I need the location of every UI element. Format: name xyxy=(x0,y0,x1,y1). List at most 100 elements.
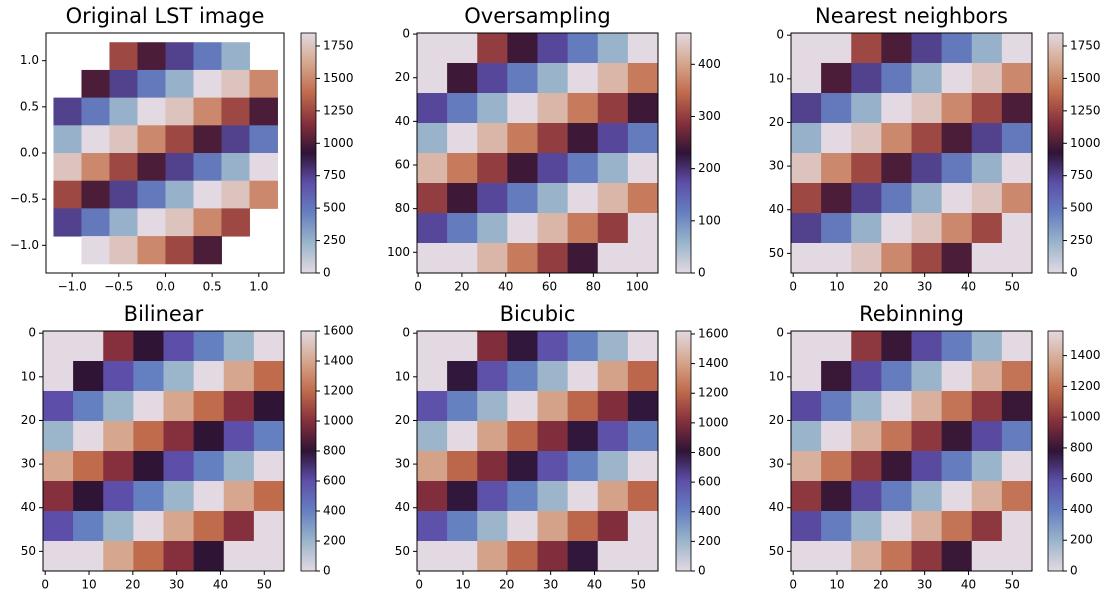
pixel xyxy=(537,213,569,244)
pixel xyxy=(109,180,138,209)
pixel xyxy=(911,63,943,94)
pixel xyxy=(597,33,629,64)
pixel xyxy=(851,361,882,392)
pixel xyxy=(627,541,659,572)
pixel xyxy=(627,153,659,184)
pixel xyxy=(477,183,508,214)
pixel xyxy=(971,153,1003,184)
pixel xyxy=(223,511,255,542)
pixel xyxy=(537,33,569,64)
pixel xyxy=(851,481,882,512)
x-tick-label: 10 xyxy=(829,280,844,294)
pixel xyxy=(1001,63,1033,94)
colorbar-tick-label: 800 xyxy=(1070,440,1093,454)
pixel xyxy=(851,213,882,244)
pixel xyxy=(597,123,629,154)
pixel xyxy=(1001,361,1033,392)
pixel xyxy=(821,541,852,572)
pixel xyxy=(447,481,478,512)
pixel xyxy=(133,391,164,422)
pixel xyxy=(43,481,74,512)
pixel xyxy=(417,541,448,572)
colorbar-tick-label: 600 xyxy=(323,474,346,488)
pixel xyxy=(507,213,538,244)
y-tick-label: 0.5 xyxy=(20,99,39,113)
x-tick-label: 0 xyxy=(414,280,422,294)
x-tick-label: 50 xyxy=(1005,280,1020,294)
pixel xyxy=(881,33,912,64)
y-tick-label: 20 xyxy=(395,70,410,84)
pixel xyxy=(537,183,569,214)
colorbar-tick-label: 1600 xyxy=(698,326,729,340)
y-tick-label: 20 xyxy=(21,413,36,427)
pixel xyxy=(881,63,912,94)
pixel xyxy=(1001,123,1033,154)
pixel xyxy=(627,451,659,482)
y-tick-label: 40 xyxy=(769,500,784,514)
pixel xyxy=(597,183,629,214)
pixel xyxy=(1001,153,1033,184)
pixel xyxy=(971,451,1003,482)
pixel xyxy=(791,183,822,214)
y-tick-label: 100 xyxy=(387,245,410,259)
pixel xyxy=(193,541,225,572)
colorbar-tick-label: 500 xyxy=(1070,201,1093,215)
pixel xyxy=(447,511,478,542)
pixel xyxy=(477,93,508,124)
colorbar-tick-label: 600 xyxy=(1070,471,1093,485)
x-tick-label: 40 xyxy=(961,578,976,592)
x-tick-label: −1.0 xyxy=(58,280,87,294)
pixel xyxy=(163,451,195,482)
x-tick-label: 10 xyxy=(829,578,844,592)
y-tick-label: 10 xyxy=(769,71,784,85)
pixel xyxy=(941,33,973,64)
pixel xyxy=(507,481,538,512)
pixel xyxy=(597,391,629,422)
pixel xyxy=(911,541,943,572)
pixel xyxy=(627,331,659,362)
pixel xyxy=(821,33,852,64)
pixel xyxy=(249,97,278,126)
pixel xyxy=(163,331,195,362)
y-tick-label: 50 xyxy=(769,544,784,558)
pixel xyxy=(821,243,852,274)
x-tick-label: −0.5 xyxy=(104,280,133,294)
pixel xyxy=(133,541,164,572)
pixel xyxy=(941,153,973,184)
x-tick-label: 0 xyxy=(789,578,797,592)
colorbar-tick-label: 1750 xyxy=(1070,38,1101,52)
pixel xyxy=(911,451,943,482)
pixel xyxy=(971,213,1003,244)
y-tick-label: 40 xyxy=(21,500,36,514)
pixel xyxy=(597,331,629,362)
pixel xyxy=(851,451,882,482)
pixel xyxy=(911,511,943,542)
pixel xyxy=(477,391,508,422)
panel-title: Oversampling xyxy=(464,4,610,28)
pixel xyxy=(567,123,599,154)
pixel xyxy=(537,421,569,452)
y-tick-label: −0.5 xyxy=(10,192,39,206)
y-tick-label: 0 xyxy=(776,28,784,42)
pixel xyxy=(791,511,822,542)
pixel xyxy=(881,511,912,542)
pixel xyxy=(537,511,569,542)
pixel xyxy=(597,361,629,392)
pixel xyxy=(223,481,255,512)
pixel xyxy=(821,451,852,482)
pixel xyxy=(791,243,822,274)
pixel xyxy=(193,421,225,452)
pixel xyxy=(791,213,822,244)
pixel xyxy=(193,208,222,237)
pixel xyxy=(81,69,110,99)
pixel xyxy=(971,481,1003,512)
pixel xyxy=(941,511,973,542)
colorbar-tick-label: 0 xyxy=(323,266,331,280)
x-tick-label: 0 xyxy=(415,578,423,592)
pixel xyxy=(447,123,478,154)
pixel xyxy=(221,97,250,126)
pixel xyxy=(507,451,538,482)
colorbar-tick-label: 1200 xyxy=(1070,379,1101,393)
x-tick-label: 50 xyxy=(1005,578,1020,592)
pixel xyxy=(881,123,912,154)
